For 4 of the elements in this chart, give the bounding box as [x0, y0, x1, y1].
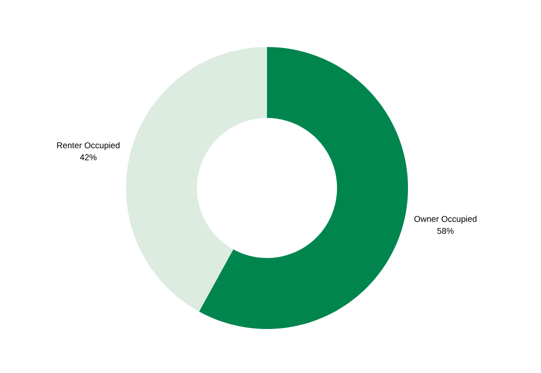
data-label: 42% [80, 154, 96, 160]
data-label: 58% [437, 228, 454, 234]
slice-label: Owner Occupied [414, 216, 476, 224]
slice-label: Renter Occupied [57, 142, 120, 150]
